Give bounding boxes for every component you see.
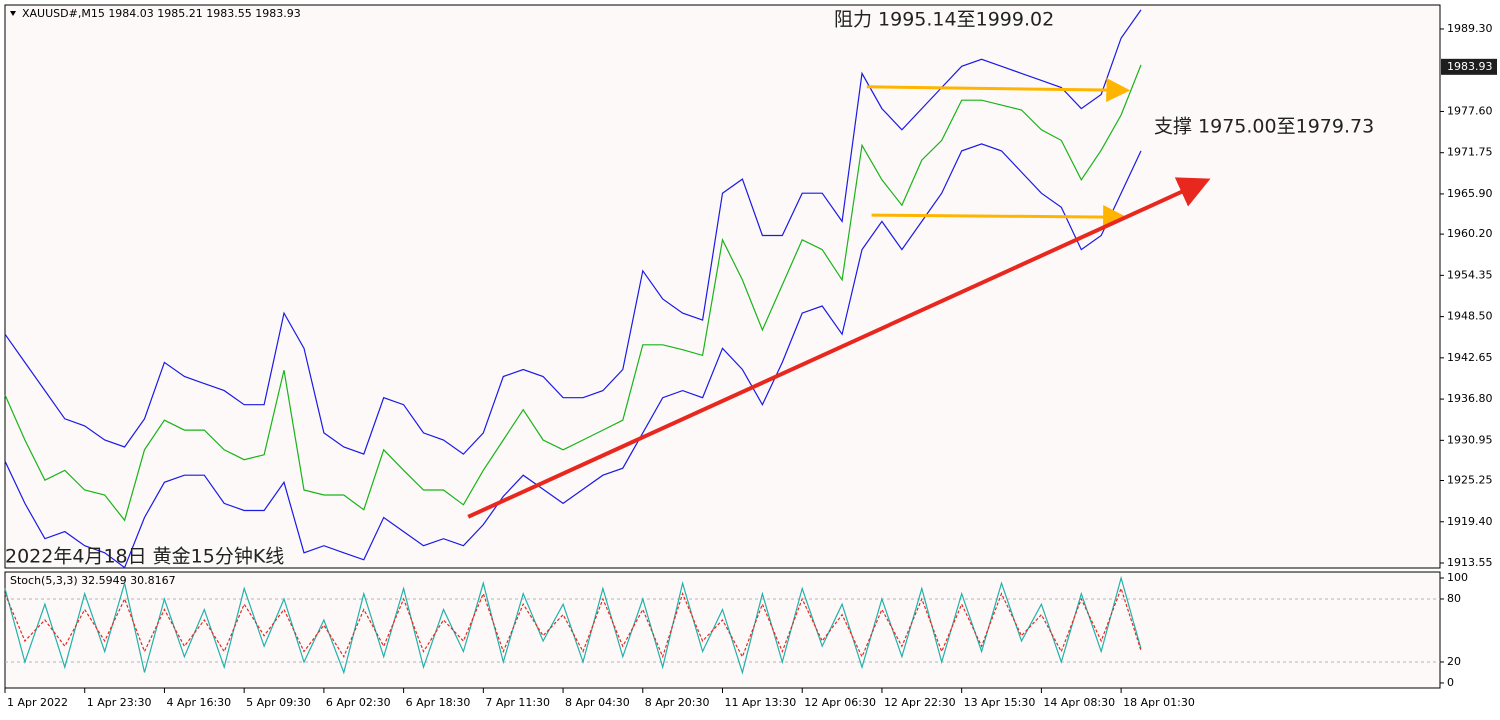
y-tick-label: 1936.80 (1447, 392, 1493, 405)
y-tick-label: 1930.95 (1447, 433, 1493, 446)
series-line (4, 143, 1142, 569)
y-tick-label: 1977.60 (1447, 104, 1493, 117)
collapse-icon[interactable] (10, 11, 16, 16)
series-line (4, 64, 1142, 522)
trend-arrow (871, 205, 1128, 230)
last-price-label: 1983.93 (1447, 60, 1493, 73)
x-tick-label: 1 Apr 2022 (7, 696, 68, 709)
last-price-box (1441, 58, 1497, 75)
x-tick-label: 12 Apr 06:30 (804, 696, 876, 709)
x-tick-label: 11 Apr 13:30 (725, 696, 797, 709)
plot-layer: 1913.55 1919.40 1925.25 1930.95 1936.80 1942.… (4, 9, 1497, 709)
x-tick-label: 5 Apr 09:30 (246, 696, 311, 709)
x-tick-label: 8 Apr 04:30 (565, 696, 630, 709)
y-tick-label: 80 (1447, 592, 1461, 605)
symbol-header: XAUUSD#,M15 1984.03 1985.21 1983.55 1983… (22, 7, 301, 20)
stoch-header: Stoch(5,3,3) 32.5949 30.8167 (10, 574, 176, 587)
y-tick-label: 1913.55 (1447, 556, 1493, 569)
series-line (4, 575, 1142, 675)
x-tick-label: 13 Apr 15:30 (964, 696, 1036, 709)
y-tick-label: 1942.65 (1447, 351, 1493, 364)
y-tick-label: 1954.35 (1447, 268, 1493, 281)
y-tick-label: 1965.90 (1447, 187, 1493, 200)
y-tick-label: 1960.20 (1447, 227, 1493, 240)
x-tick-label: 8 Apr 20:30 (645, 696, 710, 709)
x-tick-label: 6 Apr 02:30 (326, 696, 391, 709)
x-tick-label: 18 Apr 01:30 (1123, 696, 1195, 709)
x-tick-label: 7 Apr 11:30 (485, 696, 550, 709)
y-tick-label: 1971.75 (1447, 146, 1493, 159)
trend-arrow (467, 177, 1211, 519)
x-tick-label: 6 Apr 18:30 (406, 696, 471, 709)
y-tick-label: 1925.25 (1447, 474, 1493, 487)
stoch-panel (4, 571, 1441, 689)
y-tick-label: 1948.50 (1447, 310, 1493, 323)
x-tick-label: 4 Apr 16:30 (166, 696, 231, 709)
y-tick-label: 100 (1447, 571, 1468, 584)
trend-arrow (866, 78, 1131, 103)
chart-caption: 2022年4月18日 黄金15分钟K线 (5, 546, 284, 568)
y-tick-label: 20 (1447, 655, 1461, 668)
x-tick-label: 14 Apr 08:30 (1043, 696, 1115, 709)
y-tick-label: 1989.30 (1447, 22, 1493, 35)
price-panel (4, 4, 1441, 569)
resistance-note: 阻力 1995.14至1999.02 (834, 9, 1054, 31)
x-tick-label: 12 Apr 22:30 (884, 696, 956, 709)
series-line (4, 9, 1142, 455)
support-note: 支撑 1975.00至1979.73 (1154, 116, 1374, 138)
x-tick-label: 1 Apr 23:30 (87, 696, 152, 709)
y-tick-label: 1919.40 (1447, 515, 1493, 528)
y-tick-label: 0 (1447, 676, 1454, 689)
